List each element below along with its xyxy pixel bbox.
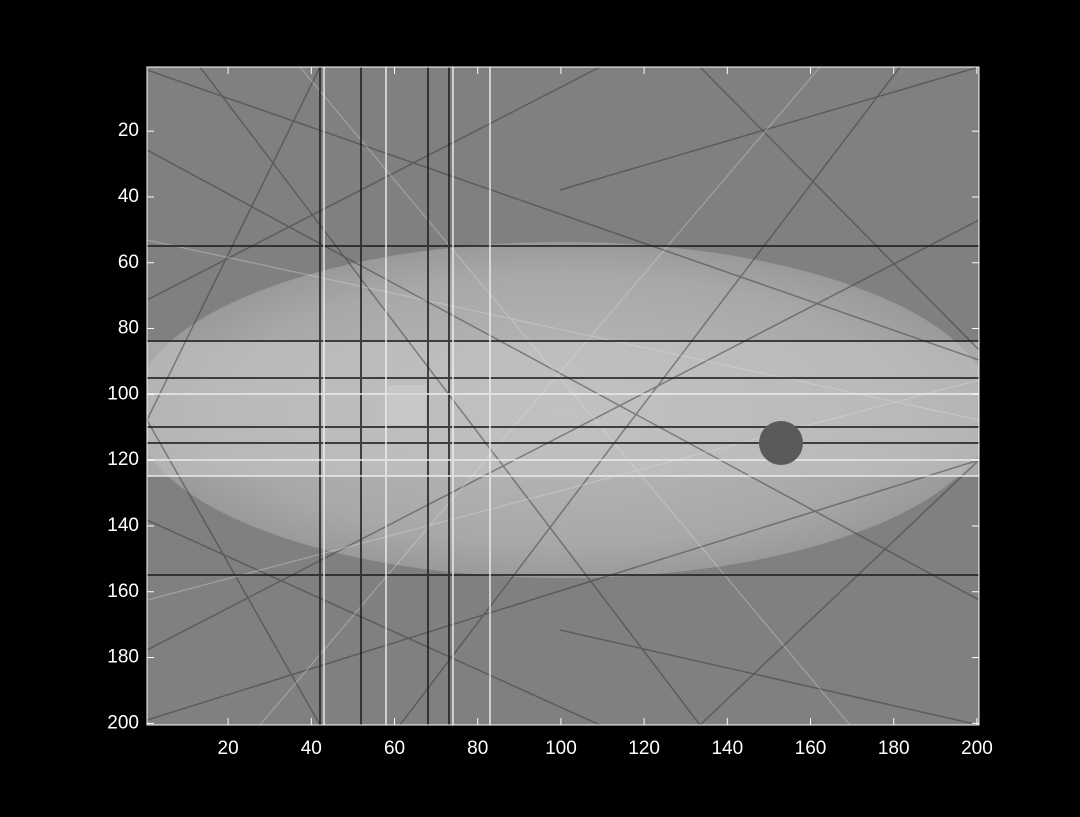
x-tick-label: 100 <box>545 738 577 759</box>
y-tick-label: 160 <box>107 581 139 602</box>
y-tick-label: 120 <box>107 449 139 470</box>
y-tick-label: 40 <box>118 186 139 207</box>
y-tick-label: 60 <box>118 252 139 273</box>
x-tick-label: 20 <box>218 738 239 759</box>
y-tick-label: 20 <box>118 120 139 141</box>
x-tick-label: 140 <box>711 738 743 759</box>
y-tick-label: 180 <box>107 647 139 668</box>
figure: 20 40 60 80 100 120 140 160 180 200 20 40 60 80 100 120… <box>0 0 1080 817</box>
x-tick-label: 120 <box>628 738 660 759</box>
x-tick-label: 40 <box>301 738 322 759</box>
image <box>133 67 993 725</box>
y-tick-label: 80 <box>118 318 139 339</box>
x-tick-label: 60 <box>384 738 405 759</box>
y-tick-label: 140 <box>107 515 139 536</box>
y-tick-label: 200 <box>107 712 139 733</box>
x-tick-label: 180 <box>878 738 910 759</box>
x-tick-label: 80 <box>467 738 488 759</box>
y-tick-label: 100 <box>107 383 139 404</box>
x-tick-label: 200 <box>961 738 993 759</box>
x-tick-label: 160 <box>795 738 827 759</box>
